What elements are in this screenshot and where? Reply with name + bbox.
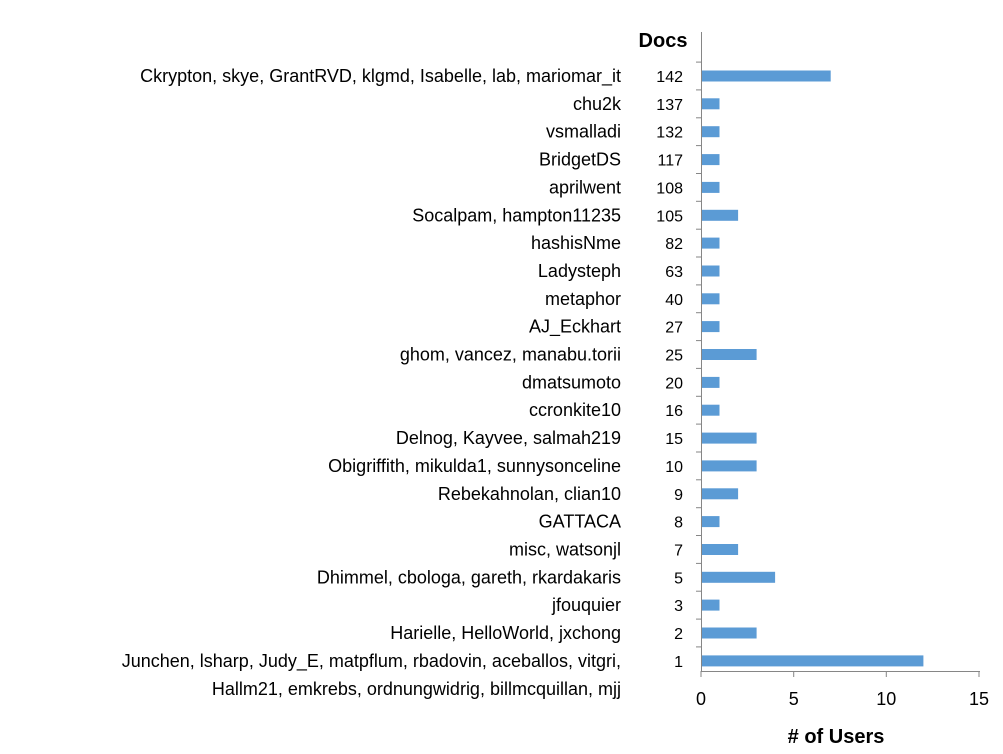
docs-count-label: 20 <box>665 375 683 392</box>
docs-count-label: 2 <box>674 626 683 643</box>
docs-count-label: 82 <box>665 236 683 253</box>
user-label: Socalpam, hampton11235 <box>412 205 621 225</box>
x-ticks-layer: 0 5 10 15 <box>696 671 989 709</box>
user-label: dmatsumoto <box>522 372 621 392</box>
docs-count-label: 27 <box>665 320 683 337</box>
docs-count-label: 108 <box>656 180 683 197</box>
user-label: misc, watsonjl <box>509 540 621 560</box>
docs-count-label: 132 <box>656 125 683 142</box>
user-label: GATTACA <box>539 512 621 532</box>
bar <box>702 404 720 416</box>
bar <box>702 376 720 388</box>
bar <box>702 627 757 639</box>
user-label: hashisNme <box>531 233 621 253</box>
docs-count-label: 137 <box>656 97 683 114</box>
user-label-line2: Hallm21, emkrebs, ordnungwidrig, billmcq… <box>212 679 621 699</box>
docs-count-label: 10 <box>665 459 683 476</box>
x-tick-label: 15 <box>969 689 989 709</box>
bar <box>702 432 757 444</box>
bar <box>702 154 720 166</box>
bar <box>702 265 720 277</box>
bar <box>702 293 720 305</box>
bar <box>702 516 720 528</box>
docs-count-label: 117 <box>657 153 683 170</box>
user-label: Dhimmel, cbologa, gareth, rkardakaris <box>317 567 621 587</box>
docs-count-label: 7 <box>674 543 683 560</box>
docs-count-label: 142 <box>656 69 683 86</box>
docs-count-label: 8 <box>674 515 683 532</box>
user-label: Obigriffith, mikulda1, sunnysonceline <box>328 456 621 476</box>
docs-column-header: Docs <box>639 30 688 52</box>
user-label: Harielle, HelloWorld, jxchong <box>390 623 621 643</box>
user-label: chu2k <box>573 94 622 114</box>
user-label: AJ_Eckhart <box>529 317 621 338</box>
user-label: jfouquier <box>551 595 621 615</box>
user-label: Junchen, lsharp, Judy_E, matpflum, rbado… <box>122 651 621 672</box>
user-label: ccronkite10 <box>529 400 621 420</box>
x-tick-label: 5 <box>789 689 799 709</box>
user-label: metaphor <box>545 289 621 309</box>
bar <box>702 544 739 555</box>
x-axis-title: # of Users <box>788 726 885 748</box>
docs-count-label: 40 <box>665 292 683 309</box>
docs-count-label: 16 <box>665 403 683 420</box>
user-label: Ckrypton, skye, GrantRVD, klgmd, Isabell… <box>140 66 621 87</box>
user-label: Ladysteph <box>538 261 621 281</box>
bar <box>702 349 757 360</box>
bar <box>702 126 720 138</box>
x-tick-label: 0 <box>696 689 706 709</box>
bar <box>702 237 720 249</box>
user-label: ghom, vancez, manabu.torii <box>400 345 621 365</box>
docs-count-label: 3 <box>674 598 683 615</box>
user-label: vsmalladi <box>546 122 621 142</box>
bar <box>702 655 924 667</box>
user-label: aprilwent <box>549 177 621 197</box>
docs-count-label: 5 <box>674 570 683 587</box>
bar <box>702 488 739 500</box>
docs-count-label: 105 <box>656 208 683 225</box>
bar <box>702 181 720 193</box>
user-label: Delnog, Kayvee, salmah219 <box>396 428 621 448</box>
docs-count-label: 63 <box>665 264 683 281</box>
bar <box>702 209 739 221</box>
user-label: Rebekahnolan, clian10 <box>438 484 621 504</box>
bar <box>702 70 831 82</box>
user-label: BridgetDS <box>539 150 621 170</box>
bar <box>702 599 720 611</box>
docs-count-label: 15 <box>665 431 683 448</box>
docs-count-label: 1 <box>674 654 683 671</box>
bar <box>702 321 720 333</box>
docs-count-label: 9 <box>674 487 683 504</box>
docs-count-label: 25 <box>665 348 683 365</box>
x-tick-label: 10 <box>876 689 896 709</box>
bar <box>702 571 776 583</box>
bar <box>702 460 757 472</box>
bar <box>702 98 720 110</box>
rows-layer: 142 Ckrypton, skye, GrantRVD, klgmd, Isab… <box>122 61 924 699</box>
